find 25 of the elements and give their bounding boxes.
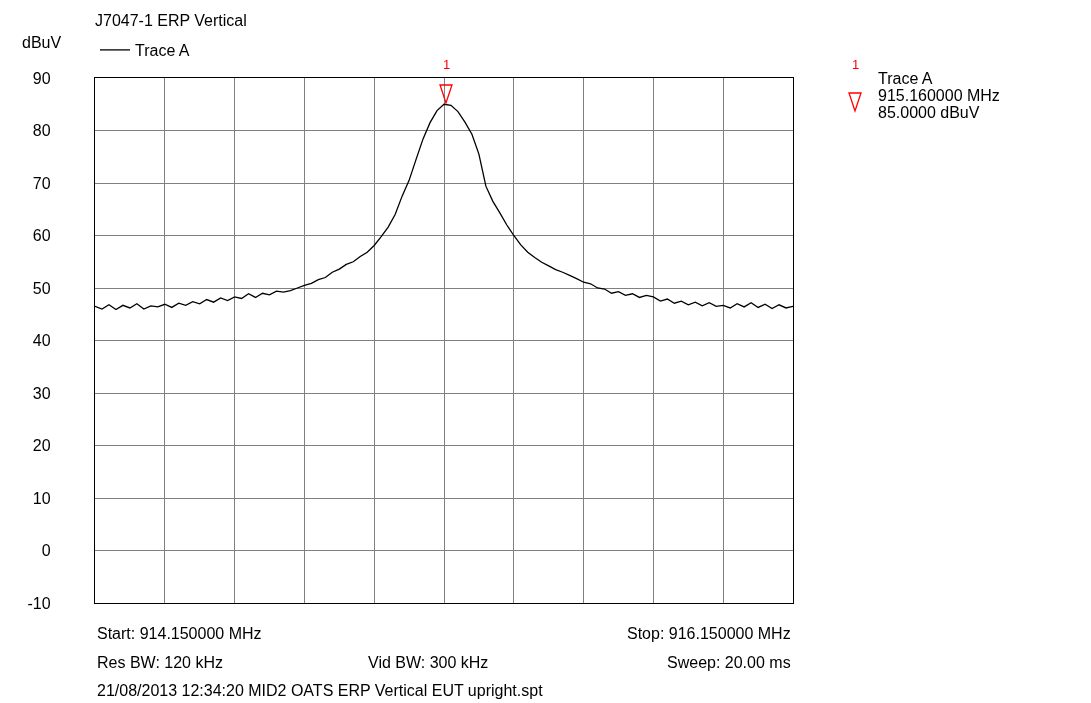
y-tick-label: 60 [32,227,51,245]
text: Trace A [878,70,933,87]
text: 21/08/2013 12:34:20 MID2 OATS ERP Vertical EUT upright.spt [97,682,544,699]
y-tick-label: 90 [32,69,51,87]
y-tick-label: 50 [32,279,51,297]
text: Res BW: 120 kHz [97,654,223,671]
y-axis-title: dBuV [22,34,62,51]
text: Sweep: 20.00 ms [667,654,791,671]
text: 1 [852,57,860,72]
text: Start: 914.150000 MHz [97,625,262,642]
y-tick-label: 80 [32,122,51,140]
y-tick-label: 10 [32,489,51,507]
text: 915.160000 MHz [878,87,1000,104]
y-tick-label: -10 [27,594,51,612]
text: 85.0000 dBuV [878,104,980,121]
y-tick-label: 30 [32,384,51,402]
y-tick-label: 0 [41,542,51,560]
y-tick-label: 20 [32,437,51,455]
chart-title: J7047-1 ERP Vertical [95,11,247,29]
legend-label: Trace A [135,42,190,60]
text: Vid BW: 300 kHz [368,654,489,671]
y-tick-label: 40 [32,332,51,350]
y-tick-label: 70 [32,174,51,192]
text: 1 [443,57,451,72]
text: Stop: 916.150000 MHz [627,625,791,642]
